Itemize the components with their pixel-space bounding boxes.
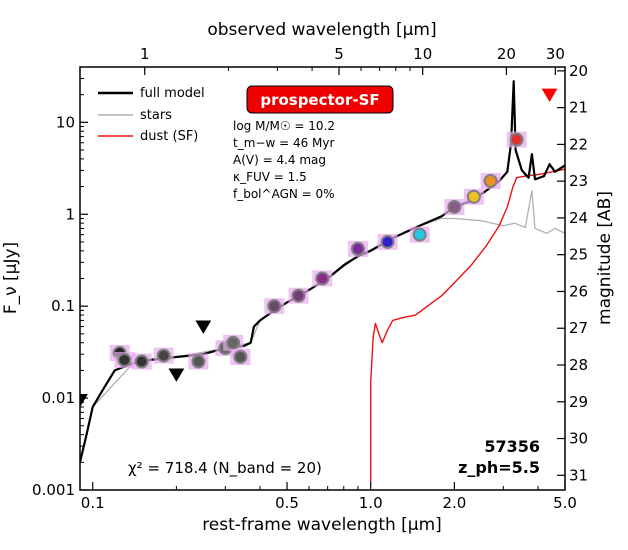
photometry-point-9	[291, 288, 306, 303]
x2-tick-label-2: 10	[413, 45, 432, 63]
x2-tick-label-1: 5	[334, 45, 344, 63]
upper-limit-marker-2	[195, 320, 212, 334]
photometry-point-17	[509, 132, 524, 147]
y-tick-label-2: 0.1	[51, 297, 75, 315]
param-mass: log M/M☉ = 10.2	[233, 119, 335, 133]
legend: full model stars dust (SF)	[98, 86, 205, 144]
photometry-point-13	[412, 227, 427, 242]
mag-tick-label-2: 22	[569, 135, 588, 153]
param-agn: f_bol^AGN = 0%	[233, 187, 335, 201]
mag-tick-label-5: 25	[569, 246, 588, 264]
model-badge	[246, 85, 394, 114]
mag-tick-label-6: 26	[569, 282, 588, 300]
y-tick-label-3: 1	[65, 205, 75, 223]
photometry-point-11	[350, 241, 365, 256]
chart-title: prospector-SF	[260, 91, 379, 109]
upper-limit-marker-1	[168, 368, 185, 382]
legend-label-stars: stars	[140, 108, 172, 123]
photometry-point-10	[315, 271, 330, 286]
mag-tick-label-3: 23	[569, 172, 588, 190]
x2-tick-label-0: 1	[140, 45, 150, 63]
top-axis-label: observed wavelength [μm]	[207, 20, 436, 40]
param-kappa: κ_FUV = 1.5	[233, 170, 307, 184]
photometry-point-3	[156, 348, 171, 363]
y-tick-label-1: 0.01	[42, 389, 75, 407]
photometry-point-15	[466, 189, 481, 204]
upper-limit-marker-3	[541, 88, 558, 102]
y-tick-label-4: 10	[56, 113, 75, 131]
mag-tick-label-10: 30	[569, 430, 588, 448]
param-av: A(V) = 4.4 mag	[233, 153, 326, 167]
fit-parameters: log M/M☉ = 10.2 t_m−w = 46 Myr A(V) = 4.…	[233, 119, 335, 201]
mag-tick-label-8: 28	[569, 356, 588, 374]
photometry-point-1	[117, 352, 132, 367]
photometry-point-7	[233, 349, 248, 364]
photometry-point-12	[380, 234, 395, 249]
chi2-label: χ² = 718.4 (N_band = 20)	[128, 459, 322, 478]
photometry-point-4	[191, 354, 206, 369]
y-axis-label: F_ν [μJy]	[1, 242, 21, 314]
photometry-point-6	[226, 335, 241, 350]
x-tick-label-1: 0.5	[275, 494, 299, 512]
mag-tick-label-9: 29	[569, 393, 588, 411]
mag-tick-label-7: 27	[569, 319, 588, 337]
x-tick-label-2: 1.0	[359, 494, 383, 512]
legend-label-full-model: full model	[140, 86, 205, 101]
x-tick-label-4: 5.0	[553, 494, 577, 512]
photometry-point-8	[267, 299, 282, 314]
photometry-point-14	[447, 199, 462, 214]
photometry-point-2	[134, 354, 149, 369]
object-id: 57356	[484, 437, 540, 456]
x-tick-label-0: 0.1	[81, 494, 105, 512]
x2-tick-label-3: 20	[497, 45, 516, 63]
x-axis-label: rest-frame wavelength [μm]	[202, 515, 442, 535]
y-tick-label-0: 0.001	[32, 481, 75, 499]
photometry-point-16	[483, 174, 498, 189]
mag-tick-label-11: 31	[569, 466, 588, 484]
param-age: t_m−w = 46 Myr	[233, 136, 334, 150]
mag-tick-label-4: 24	[569, 209, 588, 227]
series-line-dust-sf-	[370, 168, 565, 483]
mag-tick-label-0: 20	[569, 62, 588, 80]
legend-label-dust: dust (SF)	[140, 129, 198, 144]
y2-axis-label: magnitude [AB]	[595, 191, 615, 325]
x-tick-label-3: 2.0	[442, 494, 466, 512]
x2-tick-label-4: 30	[546, 45, 565, 63]
mag-tick-label-1: 21	[569, 99, 588, 117]
photo-z: z_ph=5.5	[458, 458, 540, 477]
